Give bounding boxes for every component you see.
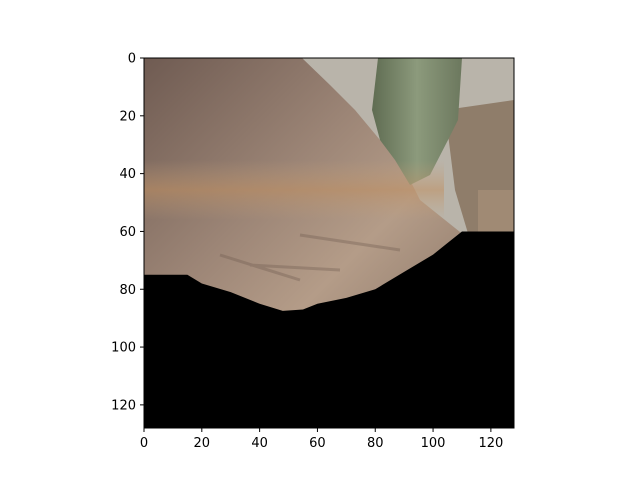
y-tick-label: 120: [111, 398, 136, 413]
x-tick-label: 60: [309, 436, 326, 451]
axes-frame: [143, 57, 515, 429]
black-mask-region: [144, 231, 514, 428]
x-tick-label: 80: [367, 436, 384, 451]
x-tick-label: 20: [194, 436, 211, 451]
warm-band: [144, 160, 444, 220]
y-tick-label: 100: [111, 341, 136, 356]
curtain: [372, 58, 462, 185]
x-axis: 0 20 40 60 80 100 120: [140, 428, 503, 451]
y-tick-label: 0: [128, 52, 136, 67]
streak-lines: [219, 233, 401, 282]
y-tick-label: 60: [119, 225, 136, 240]
y-tick-label: 80: [119, 283, 136, 298]
x-tick-label: 0: [140, 436, 148, 451]
image-area: [144, 58, 514, 428]
x-tick-label: 40: [251, 436, 268, 451]
x-tick-label: 120: [478, 436, 503, 451]
y-tick-label: 40: [119, 167, 136, 182]
y-axis: 0 20 40 60 80 100 120: [111, 52, 144, 413]
y-tick-label: 20: [119, 109, 136, 124]
x-tick-label: 100: [421, 436, 446, 451]
